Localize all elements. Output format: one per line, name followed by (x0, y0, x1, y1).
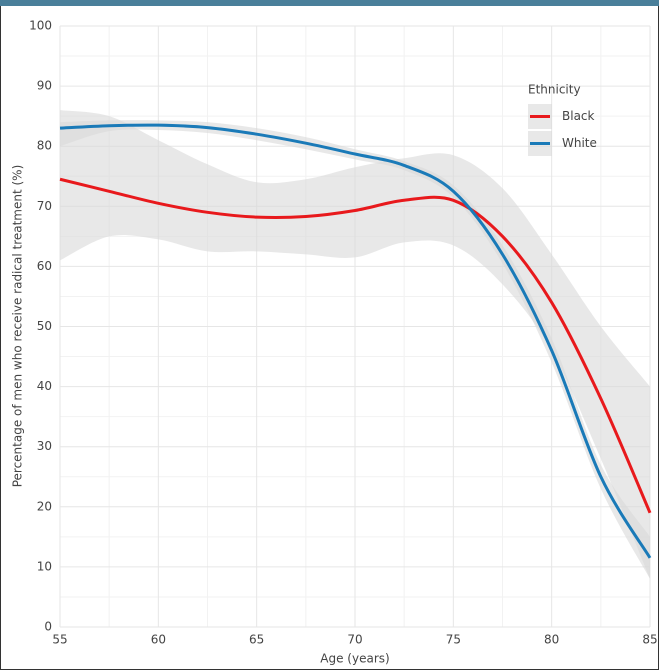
y-tick-label: 0 (44, 620, 52, 634)
x-tick-label: 85 (642, 633, 657, 647)
x-tick-label: 70 (347, 633, 362, 647)
confidence-band (60, 110, 650, 579)
x-axis-label: Age (years) (320, 652, 389, 666)
x-tick-label: 65 (249, 633, 264, 647)
y-tick-label: 70 (37, 199, 52, 213)
y-axis-label: Percentage of men who receive radical tr… (11, 165, 25, 488)
y-tick-label: 60 (37, 259, 52, 273)
y-tick-label: 90 (37, 79, 52, 93)
x-tick-label: 55 (52, 633, 67, 647)
y-tick-label: 80 (37, 139, 52, 153)
legend-title: Ethnicity (528, 83, 581, 97)
y-tick-label: 30 (37, 439, 52, 453)
legend-label: Black (562, 109, 595, 123)
y-tick-label: 20 (37, 499, 52, 513)
x-tick-label: 60 (151, 633, 166, 647)
y-tick-label: 100 (29, 19, 52, 33)
x-tick-label: 80 (544, 633, 559, 647)
series-line (59, 177, 652, 514)
series-line (59, 123, 652, 559)
y-tick-label: 40 (37, 379, 52, 393)
y-tick-label: 10 (37, 559, 52, 573)
legend-label: White (562, 136, 597, 150)
y-tick-label: 50 (37, 319, 52, 333)
top-bar (0, 0, 659, 6)
x-tick-label: 75 (446, 633, 461, 647)
